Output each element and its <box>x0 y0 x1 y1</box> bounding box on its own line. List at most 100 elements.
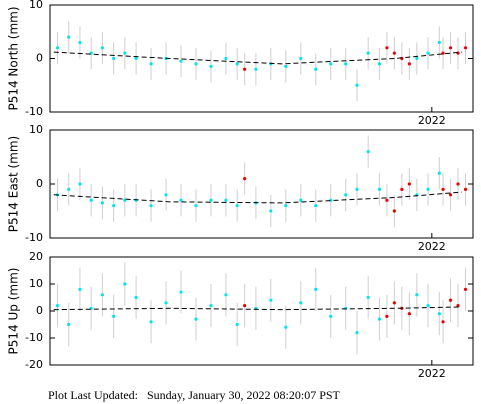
x-tick-label: 2022 <box>418 367 446 380</box>
data-point <box>209 304 213 308</box>
data-point <box>243 177 247 181</box>
data-point <box>448 298 453 302</box>
data-point <box>164 301 168 305</box>
data-point <box>426 187 430 191</box>
data-point <box>415 293 419 297</box>
data-point <box>134 56 138 61</box>
data-point <box>149 62 153 66</box>
x-tick-label: 2022 <box>418 114 446 127</box>
data-point <box>194 204 198 208</box>
data-point <box>67 187 71 191</box>
data-point <box>392 51 396 55</box>
data-point <box>385 314 389 318</box>
y-tick-label: -10 <box>25 231 43 244</box>
data-point <box>463 287 468 291</box>
y-tick-label: 10 <box>29 123 43 136</box>
data-point <box>224 56 228 61</box>
data-point <box>78 40 82 45</box>
x-tick-label: 2022 <box>418 240 446 253</box>
data-point <box>426 304 430 308</box>
y-tick-label: 10 <box>29 277 43 290</box>
data-point <box>299 198 303 202</box>
data-point <box>456 304 460 308</box>
data-point <box>344 62 348 66</box>
data-point <box>407 182 411 186</box>
y-tick-label: 0 <box>36 52 43 65</box>
data-point <box>437 171 441 175</box>
data-point <box>67 322 71 327</box>
data-point <box>179 59 183 63</box>
data-point <box>377 187 382 191</box>
data-point <box>463 187 468 191</box>
data-point <box>441 51 445 55</box>
data-point <box>112 314 116 318</box>
data-point <box>385 198 389 202</box>
data-point <box>448 193 453 197</box>
data-point <box>377 317 382 321</box>
trend-line <box>53 191 462 204</box>
data-point <box>314 67 318 71</box>
data-point <box>463 46 468 50</box>
data-point <box>284 325 288 329</box>
data-point <box>254 67 258 71</box>
data-point <box>164 193 168 197</box>
data-point <box>456 182 460 186</box>
data-point <box>179 198 183 202</box>
data-point <box>355 187 359 191</box>
y-tick-label: -10 <box>25 105 43 118</box>
data-point <box>284 64 288 69</box>
y-tick-label: -10 <box>25 331 43 344</box>
y-tick-label: 0 <box>36 177 43 190</box>
data-point <box>415 56 419 61</box>
data-point <box>366 295 370 300</box>
data-point <box>448 46 453 50</box>
data-point <box>355 83 359 87</box>
y-tick-label: 0 <box>36 304 43 317</box>
y-tick-label: 20 <box>29 250 43 263</box>
data-point <box>366 150 370 154</box>
data-point <box>149 320 153 324</box>
data-point <box>441 187 445 191</box>
data-point <box>314 287 318 291</box>
y-tick-label: -20 <box>25 358 43 371</box>
plot-frame <box>49 129 474 239</box>
data-point <box>269 298 273 302</box>
data-point <box>78 287 82 291</box>
data-point <box>235 204 239 208</box>
plot-frame <box>49 256 474 366</box>
data-point <box>209 198 213 202</box>
data-point <box>67 35 71 39</box>
data-point <box>456 51 460 55</box>
data-point <box>400 187 404 191</box>
data-point <box>426 51 430 55</box>
data-point <box>385 46 389 50</box>
data-point <box>344 306 348 310</box>
plot-frame <box>49 4 474 113</box>
data-point <box>194 317 198 321</box>
data-point <box>235 322 239 327</box>
data-point <box>407 312 411 316</box>
data-point <box>366 51 370 55</box>
data-point <box>100 293 105 297</box>
data-point <box>437 40 441 45</box>
y-tick-label: 10 <box>29 0 43 11</box>
data-point <box>441 320 445 324</box>
data-point <box>392 301 396 305</box>
data-point <box>269 209 273 213</box>
y-axis-label: P514 North (mm) <box>7 6 21 110</box>
footer: Plot Last Updated: Sunday, January 30, 2… <box>48 388 341 402</box>
data-point <box>123 282 127 286</box>
data-point <box>55 46 60 50</box>
data-point <box>392 209 396 213</box>
data-point <box>100 201 105 205</box>
data-point <box>243 304 247 308</box>
data-point <box>209 64 213 69</box>
data-point <box>194 62 198 66</box>
data-point <box>179 290 183 294</box>
data-point <box>437 312 441 316</box>
data-point <box>299 301 303 305</box>
data-point <box>299 56 303 61</box>
data-point <box>243 67 247 71</box>
data-point <box>355 331 359 335</box>
